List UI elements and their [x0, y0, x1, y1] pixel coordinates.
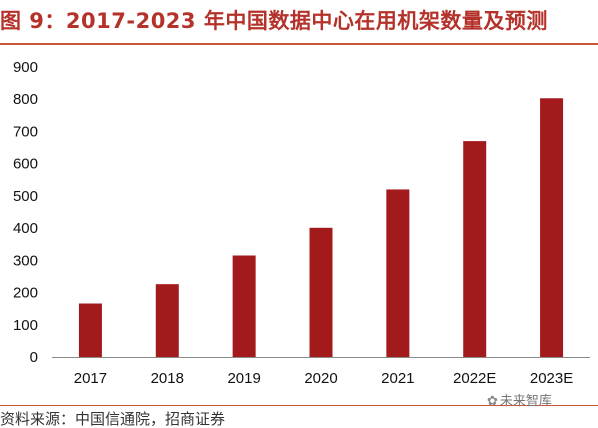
y-tick-label: 100 [13, 317, 38, 334]
x-axis-labels: 2017 2018 2019 2020 2021 2022E 2023E [74, 370, 574, 387]
source-note: 资料来源：中国信通院，招商证券 [0, 410, 226, 428]
y-tick-label: 0 [30, 349, 38, 366]
source-divider [0, 405, 598, 406]
x-tick-label: 2021 [381, 370, 414, 387]
y-tick-label: 200 [13, 285, 38, 302]
bar-2023E [540, 98, 564, 357]
y-tick-label: 900 [13, 59, 38, 76]
bars [78, 98, 564, 357]
watermark-text: 未来智库 [499, 394, 552, 409]
y-tick-label: 600 [13, 156, 38, 173]
bar-2020 [309, 227, 333, 357]
paw-icon: ✿ [487, 394, 498, 409]
bar-2017 [78, 303, 102, 357]
x-tick-label: 2018 [151, 370, 184, 387]
x-tick-label: 2020 [304, 370, 337, 387]
y-tick-label: 400 [13, 220, 38, 237]
x-tick-label: 2023E [530, 370, 573, 387]
bar-2022E [463, 141, 487, 357]
y-tick-label: 700 [13, 123, 38, 140]
x-tick-label: 2019 [227, 370, 260, 387]
y-tick-label: 800 [13, 91, 38, 108]
bar-2019 [232, 255, 256, 357]
bar-2021 [386, 189, 410, 357]
y-tick-label: 500 [13, 188, 38, 205]
watermark: ✿ 未来智库 [487, 394, 552, 410]
bar-2018 [155, 284, 179, 357]
chart-title: 图 9：2017-2023 年中国数据中心在用机架数量及预测 [0, 9, 548, 33]
title-divider [0, 43, 598, 45]
y-tick-label: 300 [13, 252, 38, 269]
x-tick-label: 2017 [74, 370, 107, 387]
x-tick-label: 2022E [453, 370, 496, 387]
y-axis-labels: 0 100 200 300 400 500 600 700 800 900 [13, 59, 38, 366]
